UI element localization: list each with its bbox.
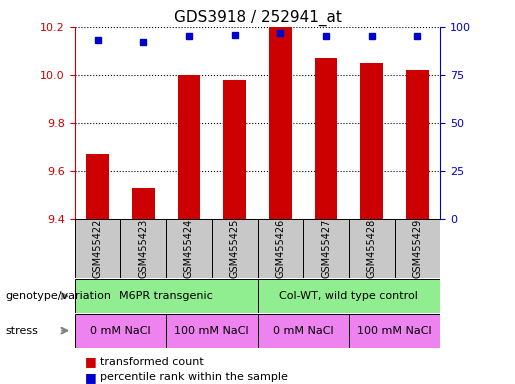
Text: ■: ■: [85, 371, 97, 384]
Bar: [75, 279, 258, 313]
Bar: [121, 219, 166, 278]
Bar: [258, 219, 303, 278]
Text: GSM455422: GSM455422: [93, 219, 102, 278]
Text: GSM455423: GSM455423: [138, 219, 148, 278]
Text: M6PR transgenic: M6PR transgenic: [119, 291, 213, 301]
Bar: [75, 219, 121, 278]
Bar: [349, 314, 440, 348]
Text: genotype/variation: genotype/variation: [5, 291, 111, 301]
Text: GSM455427: GSM455427: [321, 219, 331, 278]
Text: Col-WT, wild type control: Col-WT, wild type control: [280, 291, 418, 301]
Bar: [86, 154, 109, 219]
Text: GSM455425: GSM455425: [230, 219, 239, 278]
Bar: [75, 314, 166, 348]
Bar: [178, 75, 200, 219]
Bar: [132, 188, 154, 219]
Text: ■: ■: [85, 355, 97, 368]
Text: GSM455429: GSM455429: [413, 219, 422, 278]
Text: 0 mM NaCl: 0 mM NaCl: [90, 326, 151, 336]
Bar: [315, 58, 337, 219]
Bar: [269, 27, 292, 219]
Text: 0 mM NaCl: 0 mM NaCl: [273, 326, 334, 336]
Bar: [303, 219, 349, 278]
Bar: [360, 63, 383, 219]
Text: percentile rank within the sample: percentile rank within the sample: [100, 372, 288, 382]
Bar: [166, 314, 258, 348]
Bar: [394, 219, 440, 278]
Text: stress: stress: [5, 326, 38, 336]
Bar: [406, 70, 429, 219]
Bar: [258, 279, 440, 313]
Bar: [212, 219, 258, 278]
Bar: [258, 314, 349, 348]
Bar: [349, 219, 394, 278]
Text: transformed count: transformed count: [100, 357, 204, 367]
Text: GDS3918 / 252941_at: GDS3918 / 252941_at: [174, 10, 341, 26]
Text: GSM455428: GSM455428: [367, 219, 377, 278]
Text: GSM455426: GSM455426: [276, 219, 285, 278]
Bar: [223, 80, 246, 219]
Text: GSM455424: GSM455424: [184, 219, 194, 278]
Text: 100 mM NaCl: 100 mM NaCl: [357, 326, 432, 336]
Bar: [166, 219, 212, 278]
Text: 100 mM NaCl: 100 mM NaCl: [175, 326, 249, 336]
